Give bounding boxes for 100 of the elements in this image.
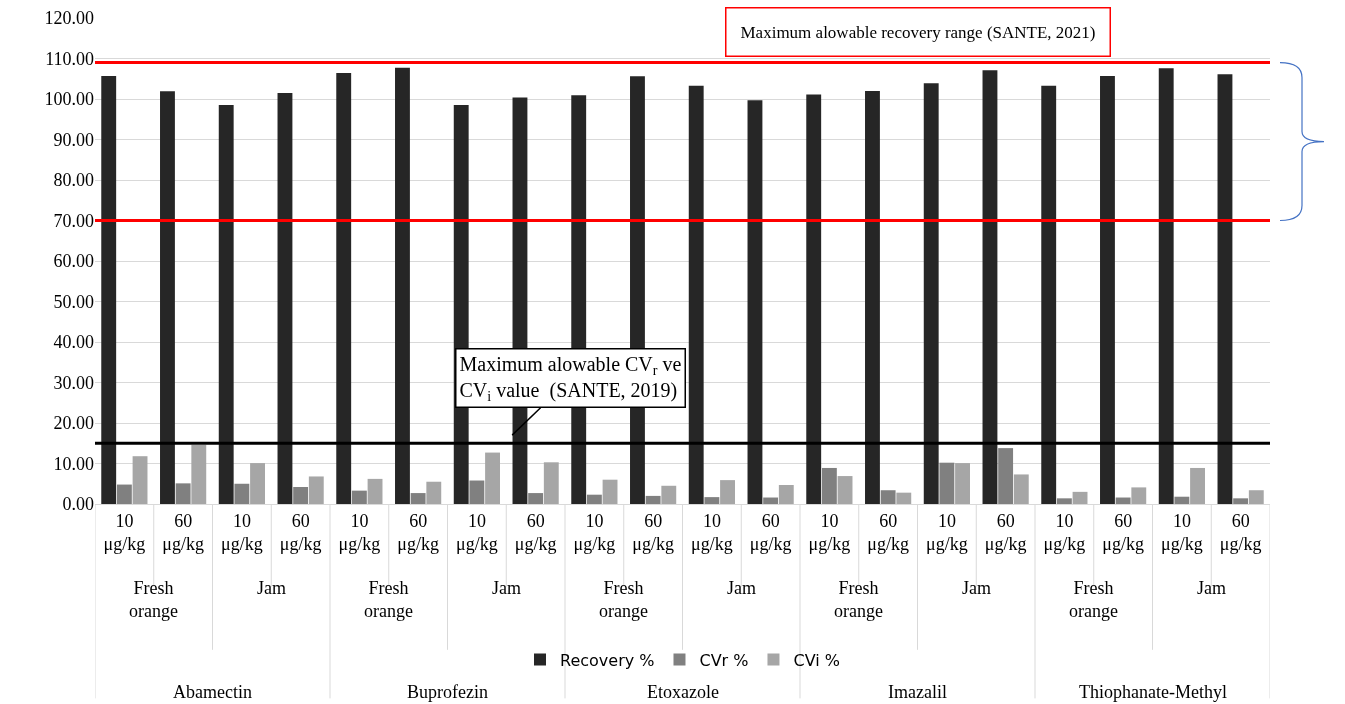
- bar: [1041, 85, 1057, 504]
- y-tick-label: 30.00: [53, 372, 94, 393]
- bar: [880, 490, 896, 504]
- x-tick-label: 60 μg/kg: [397, 510, 439, 554]
- bar: [336, 73, 352, 504]
- bar: [395, 67, 410, 504]
- bar: [1190, 467, 1205, 504]
- x-tick-label: 10 μg/kg: [103, 510, 146, 554]
- legend-label: CVi %: [793, 650, 840, 670]
- bar: [1013, 474, 1029, 504]
- bar: [645, 495, 661, 504]
- y-tick-label: 70.00: [53, 210, 94, 231]
- x-tick-label: 60 μg/kg: [984, 510, 1027, 554]
- legend-label: Recovery %: [560, 650, 655, 670]
- bar: [250, 463, 265, 504]
- bar: [955, 463, 970, 504]
- x-tick-label: 10 μg/kg: [456, 510, 498, 554]
- x-tick-label: 60 μg/kg: [867, 510, 909, 554]
- x-tick-label: 10 μg/kg: [573, 510, 616, 554]
- text: Fresh orange: [1069, 578, 1118, 622]
- bar: [175, 483, 191, 504]
- bar: [485, 452, 500, 504]
- bar: [1072, 491, 1088, 504]
- x-tick-label: 10 μg/kg: [691, 510, 733, 554]
- text: Etoxazole: [647, 682, 719, 702]
- bar: [747, 100, 763, 504]
- bar: [602, 479, 618, 504]
- text: Jam: [1197, 578, 1226, 598]
- y-tick-label: 100.00: [44, 89, 94, 110]
- bar: [661, 485, 677, 504]
- y-tick-label: 90.00: [53, 129, 94, 150]
- bar: [586, 494, 602, 504]
- bar: [837, 476, 853, 504]
- bar: [939, 462, 955, 504]
- bar: [1233, 498, 1249, 504]
- text: Fresh orange: [599, 578, 648, 622]
- x-tick-label: 10 μg/kg: [808, 510, 851, 554]
- bar: [469, 480, 485, 504]
- x-tick-label: 10 μg/kg: [221, 510, 263, 554]
- text: Fresh orange: [834, 578, 883, 622]
- bar: [1131, 487, 1147, 504]
- x-tick-label: 60 μg/kg: [1219, 510, 1262, 554]
- bar: [160, 91, 175, 504]
- bar: [688, 85, 704, 504]
- bar: [191, 444, 207, 504]
- legend-label: CVr %: [699, 650, 749, 670]
- bar: [1217, 74, 1233, 504]
- bar: [308, 476, 324, 504]
- x-tick-label: 60 μg/kg: [632, 510, 674, 554]
- text: Jam: [257, 578, 286, 598]
- text: Jam: [962, 578, 991, 598]
- bar: [1056, 498, 1072, 504]
- text: Imazalil: [888, 682, 947, 702]
- x-tick-label: 60 μg/kg: [279, 510, 322, 554]
- bar: [410, 493, 426, 504]
- bar: [1248, 490, 1264, 504]
- text: Buprofezin: [407, 682, 488, 702]
- x-tick-label: 10 μg/kg: [926, 510, 968, 554]
- bar: [1158, 68, 1174, 504]
- bar: [763, 497, 779, 504]
- bar: [821, 467, 837, 504]
- text: Jam: [492, 578, 521, 598]
- x-tick-label: 60 μg/kg: [162, 510, 204, 554]
- y-tick-label: 0.00: [62, 494, 94, 515]
- annotation: Maximum alowable recovery range (SANTE, 2021): [740, 22, 1096, 42]
- bar: [865, 90, 880, 504]
- x-tick-label: 60 μg/kg: [749, 510, 792, 554]
- text: Maximum alowable CV$_{r}$ ve CV$_{i}$ value (SANTE, 2019): [459, 352, 682, 404]
- bar: [1174, 496, 1190, 504]
- y-tick-label: 50.00: [53, 291, 94, 312]
- y-tick-label: 80.00: [53, 170, 94, 191]
- bar: [720, 480, 735, 504]
- bar: [367, 478, 383, 504]
- bar: [218, 105, 234, 504]
- y-tick-label: 110.00: [45, 48, 94, 69]
- bar: [101, 75, 117, 504]
- bar: [234, 483, 250, 504]
- bar: [277, 92, 293, 504]
- bar: [132, 456, 148, 504]
- x-tick-label: 10 μg/kg: [1043, 510, 1086, 554]
- bar: [998, 448, 1014, 504]
- bar: [293, 486, 309, 504]
- y-tick-label: 20.00: [53, 413, 94, 434]
- bar: [1100, 75, 1115, 504]
- bar: [528, 493, 544, 504]
- bar: [116, 484, 132, 504]
- text: Jam: [727, 578, 756, 598]
- bar: [982, 70, 998, 504]
- x-tick-label: 10 μg/kg: [1161, 510, 1203, 554]
- bar: [896, 492, 912, 504]
- y-tick-label: 40.00: [53, 332, 94, 353]
- bar: [806, 94, 822, 504]
- y-tick-label: 60.00: [53, 251, 94, 272]
- bar: [1115, 497, 1131, 504]
- bar: [778, 484, 794, 504]
- y-tick-label: 120.00: [44, 8, 94, 29]
- x-tick-label: 60 μg/kg: [514, 510, 557, 554]
- y-tick-label: 10.00: [53, 453, 94, 474]
- bar: [543, 462, 559, 504]
- x-tick-label: 60 μg/kg: [1102, 510, 1144, 554]
